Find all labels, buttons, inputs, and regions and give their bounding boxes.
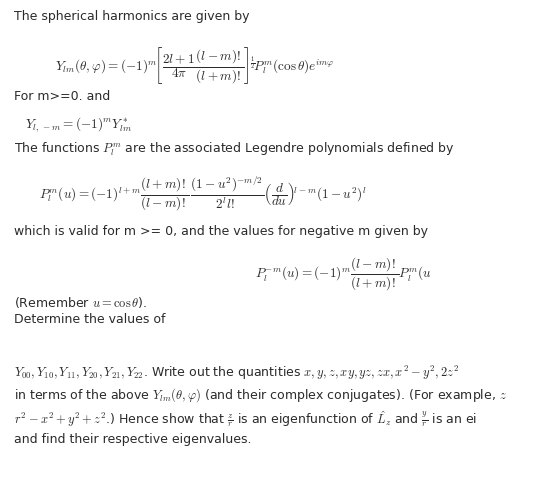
Text: in terms of the above $Y_{lm}(\theta,\varphi)$ (and their complex conjugates). (: in terms of the above $Y_{lm}(\theta,\va…: [14, 386, 507, 404]
Text: and find their respective eigenvalues.: and find their respective eigenvalues.: [14, 433, 252, 446]
Text: $Y_{00}, Y_{10}, Y_{11}, Y_{20}, Y_{21}, Y_{22}$. Write out the quantities $x, y: $Y_{00}, Y_{10}, Y_{11}, Y_{20}, Y_{21},…: [14, 364, 459, 381]
Text: $P_l^{-m}(u) = (-1)^m\dfrac{(l-m)!}{(l+m)!}P_l^m(u$: $P_l^{-m}(u) = (-1)^m\dfrac{(l-m)!}{(l+m…: [255, 255, 432, 292]
Text: For m>=0. and: For m>=0. and: [14, 90, 110, 103]
Text: The functions $P_l^m$ are the associated Legendre polynomials defined by: The functions $P_l^m$ are the associated…: [14, 140, 455, 158]
Text: Determine the values of: Determine the values of: [14, 313, 165, 326]
Text: which is valid for m >= 0, and the values for negative m given by: which is valid for m >= 0, and the value…: [14, 225, 428, 238]
Text: (Remember $u = \cos\theta$).: (Remember $u = \cos\theta$).: [14, 295, 147, 310]
Text: $P_l^m(u) = (-1)^{l+m}\dfrac{(l+m)!}{(l-m)!}\,\dfrac{(1-u^2)^{-m/2}}{2^l l!}\lef: $P_l^m(u) = (-1)^{l+m}\dfrac{(l+m)!}{(l-…: [39, 174, 366, 213]
Text: The spherical harmonics are given by: The spherical harmonics are given by: [14, 10, 249, 23]
Text: $Y_{l,\,-m} = (-1)^m Y_{lm}^*$: $Y_{l,\,-m} = (-1)^m Y_{lm}^*$: [25, 116, 132, 134]
Text: $Y_{lm}(\theta, \varphi) = (-1)^m\!\left[\dfrac{2l+1}{4\pi}\dfrac{(l-m)!}{(l+m)!: $Y_{lm}(\theta, \varphi) = (-1)^m\!\left…: [55, 45, 335, 86]
Text: $r^2 - x^2 + y^2 + z^2$.) Hence show that $\frac{z}{r}$ is an eigenfunction of $: $r^2 - x^2 + y^2 + z^2$.) Hence show tha…: [14, 409, 477, 429]
